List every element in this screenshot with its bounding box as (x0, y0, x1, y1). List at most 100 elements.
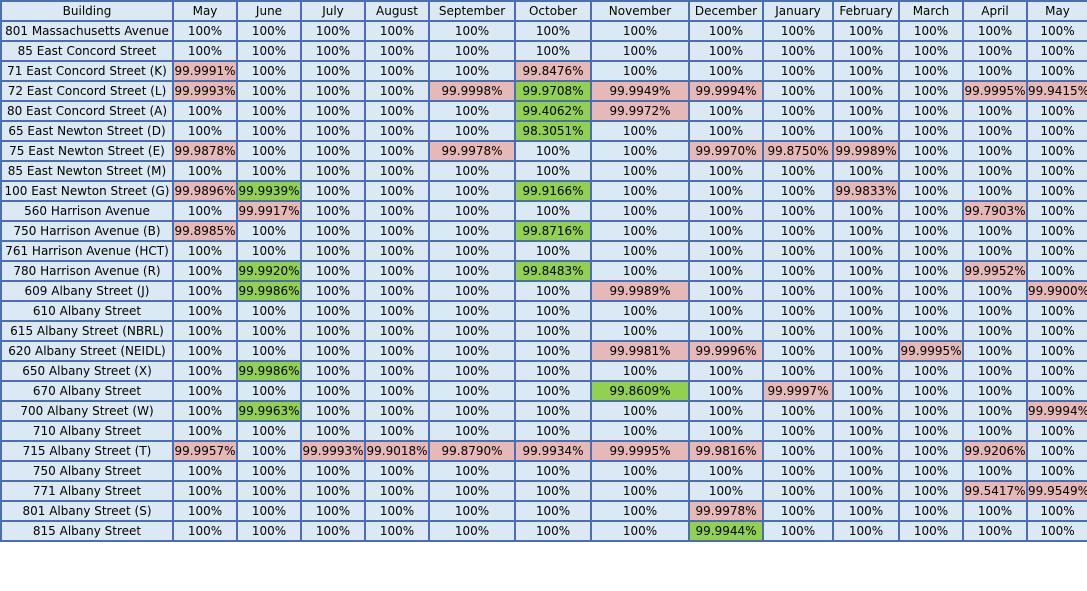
uptime-cell: 100% (762, 200, 834, 222)
uptime-cell: 99.9993% (300, 440, 366, 462)
uptime-cell: 100% (762, 20, 834, 42)
uptime-cell: 99.9995% (962, 80, 1028, 102)
uptime-cell: 100% (300, 400, 366, 422)
uptime-cell: 100% (898, 220, 964, 242)
header-row: Building May June July August September Octobe… (0, 0, 1087, 22)
uptime-cell: 100% (962, 40, 1028, 62)
table-row: 85 East Newton Street (M) 100% 100% 100% 100… (0, 160, 1087, 182)
uptime-cell: 100% (832, 400, 900, 422)
uptime-cell: 99.9166% (514, 180, 592, 202)
column-header-month: April (962, 0, 1028, 22)
uptime-cell: 100% (832, 120, 900, 142)
uptime-cell: 99.9934% (514, 440, 592, 462)
uptime-cell: 99.9206% (962, 440, 1028, 462)
uptime-cell: 100% (236, 460, 302, 482)
uptime-cell: 100% (364, 80, 430, 102)
uptime-cell: 100% (962, 180, 1028, 202)
uptime-cell: 100% (962, 140, 1028, 162)
uptime-cell: 100% (514, 500, 592, 522)
uptime-cell: 100% (1026, 60, 1087, 82)
uptime-cell: 100% (832, 420, 900, 442)
building-name-cell: 609 Albany Street (J) (0, 280, 174, 302)
uptime-cell: 100% (514, 40, 592, 62)
table-row: 750 Albany Street 100% 100% 100% 100% 100% 100… (0, 460, 1087, 482)
uptime-cell: 99.9415% (1026, 80, 1087, 102)
uptime-cell: 100% (590, 420, 690, 442)
table-row: 620 Albany Street (NEIDL) 100% 100% 100% 100… (0, 340, 1087, 362)
uptime-cell: 100% (762, 320, 834, 342)
table-row: 75 East Newton Street (E) 99.9878% 100% 100… (0, 140, 1087, 162)
uptime-cell: 100% (832, 80, 900, 102)
uptime-cell: 100% (832, 220, 900, 242)
uptime-cell: 100% (590, 500, 690, 522)
uptime-cell: 100% (1026, 140, 1087, 162)
uptime-cell: 100% (590, 240, 690, 262)
uptime-cell: 100% (688, 220, 764, 242)
uptime-cell: 100% (236, 520, 302, 542)
table-row: 780 Harrison Avenue (R) 100% 99.9920% 100% 1… (0, 260, 1087, 282)
uptime-cell: 100% (236, 140, 302, 162)
uptime-cell: 99.9989% (832, 140, 900, 162)
uptime-cell: 100% (762, 520, 834, 542)
uptime-cell: 100% (832, 60, 900, 82)
uptime-cell: 100% (428, 320, 516, 342)
building-name-cell: 815 Albany Street (0, 520, 174, 542)
uptime-cell: 100% (172, 340, 238, 362)
uptime-cell: 100% (590, 360, 690, 382)
uptime-cell: 100% (364, 180, 430, 202)
uptime-cell: 100% (962, 220, 1028, 242)
uptime-cell: 100% (688, 40, 764, 62)
uptime-cell: 100% (832, 240, 900, 262)
uptime-cell: 100% (236, 80, 302, 102)
uptime-cell: 99.8790% (428, 440, 516, 462)
uptime-cell: 100% (364, 20, 430, 42)
uptime-cell: 100% (300, 240, 366, 262)
uptime-cell: 100% (962, 360, 1028, 382)
uptime-cell: 100% (514, 340, 592, 362)
uptime-cell: 100% (172, 400, 238, 422)
uptime-cell: 100% (364, 400, 430, 422)
table-row: 80 East Concord Street (A) 100% 100% 100% 10… (0, 100, 1087, 122)
uptime-cell: 100% (172, 460, 238, 482)
uptime-cell: 100% (364, 240, 430, 262)
building-name-cell: 620 Albany Street (NEIDL) (0, 340, 174, 362)
uptime-cell: 100% (898, 400, 964, 422)
table-row: 85 East Concord Street 100% 100% 100% 100% 10… (0, 40, 1087, 62)
uptime-cell: 100% (762, 220, 834, 242)
uptime-cell: 99.9949% (590, 80, 690, 102)
uptime-cell: 100% (962, 400, 1028, 422)
uptime-cell: 100% (962, 460, 1028, 482)
table-row: 750 Harrison Avenue (B) 99.8985% 100% 100% 1… (0, 220, 1087, 242)
uptime-cell: 100% (1026, 300, 1087, 322)
uptime-cell: 100% (364, 260, 430, 282)
uptime-cell: 100% (364, 220, 430, 242)
uptime-cell: 99.9996% (688, 340, 764, 362)
uptime-cell: 100% (688, 20, 764, 42)
uptime-cell: 100% (962, 60, 1028, 82)
column-header-month: September (428, 0, 516, 22)
uptime-cell: 100% (590, 400, 690, 422)
uptime-cell: 100% (832, 320, 900, 342)
uptime-cell: 100% (428, 500, 516, 522)
uptime-cell: 100% (898, 300, 964, 322)
uptime-cell: 99.9995% (898, 340, 964, 362)
uptime-cell: 100% (300, 20, 366, 42)
uptime-cell: 100% (898, 120, 964, 142)
uptime-cell: 100% (762, 480, 834, 502)
building-name-cell: 560 Harrison Avenue (0, 200, 174, 222)
building-name-cell: 615 Albany Street (NBRL) (0, 320, 174, 342)
uptime-cell: 100% (428, 400, 516, 422)
table-row: 615 Albany Street (NBRL) 100% 100% 100% 100%… (0, 320, 1087, 342)
uptime-cell: 100% (364, 520, 430, 542)
uptime-cell: 99.8716% (514, 220, 592, 242)
table-row: 72 East Concord Street (L) 99.9993% 100% 10… (0, 80, 1087, 102)
uptime-cell: 100% (514, 380, 592, 402)
uptime-cell: 99.9878% (172, 140, 238, 162)
uptime-cell: 100% (962, 380, 1028, 402)
uptime-cell: 100% (364, 320, 430, 342)
uptime-cell: 100% (688, 60, 764, 82)
uptime-cell: 100% (236, 380, 302, 402)
column-header-month: October (514, 0, 592, 22)
uptime-cell: 100% (172, 20, 238, 42)
uptime-cell: 100% (590, 60, 690, 82)
